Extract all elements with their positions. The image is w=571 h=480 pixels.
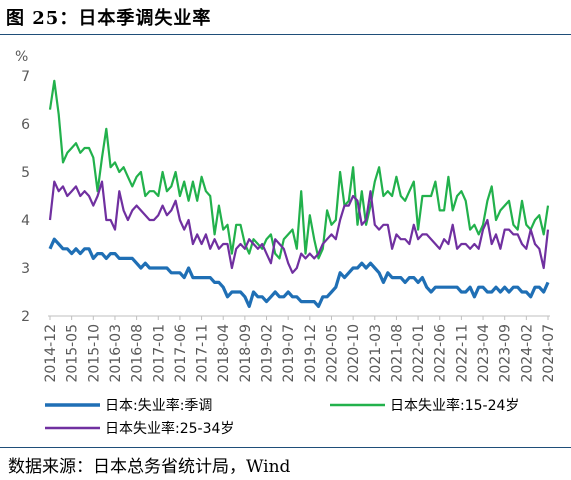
- y-tick-label: 2: [21, 309, 30, 325]
- x-tick-label: 2020-10: [346, 324, 362, 383]
- y-tick-label: 7: [21, 69, 30, 85]
- x-tick-label: 2016-08: [130, 324, 146, 383]
- x-tick-label: 2021-03: [368, 324, 384, 383]
- y-tick-label: 5: [21, 165, 30, 181]
- legend-label-2: 日本失业率:15-24岁: [390, 397, 519, 414]
- x-tick-label: 2019-12: [303, 324, 319, 383]
- series-line-2: [48, 79, 550, 260]
- x-tick-label: 2017-06: [173, 324, 189, 383]
- x-tick-label: 2019-07: [281, 324, 297, 383]
- y-axis-ticks: 2 3 4 5 6 7: [21, 69, 30, 325]
- x-tick-label: 2018-09: [238, 324, 254, 383]
- x-tick-label: 2024-02: [519, 324, 535, 383]
- legend-label-3: 日本失业率:25-34岁: [105, 420, 234, 437]
- x-tick-label: 2022-01: [411, 324, 427, 383]
- x-tick-label: 2014-12: [43, 324, 59, 383]
- x-tick-label: 2023-04: [476, 324, 492, 383]
- series-line-3: [48, 180, 550, 274]
- y-tick-label: 3: [21, 261, 30, 277]
- source-note: 数据来源：日本总务省统计局，Wind: [8, 457, 291, 477]
- series-line-1: [48, 237, 550, 308]
- x-tick-label: 2017-11: [195, 324, 211, 383]
- x-tick-label: 2024-07: [541, 324, 557, 383]
- x-tick-label: 2018-04: [216, 324, 232, 383]
- x-tick-label: 2022-06: [433, 324, 449, 383]
- x-tick-label: 2015-05: [65, 324, 81, 383]
- x-tick-label: 2017-01: [151, 324, 167, 383]
- source-divider: [0, 447, 571, 448]
- y-axis-unit-label: %: [15, 49, 28, 65]
- figure-title: 图 25：日本季调失业率: [6, 8, 212, 29]
- x-tick-label: 2016-03: [108, 324, 124, 383]
- x-tick-label: 2015-10: [86, 324, 102, 383]
- x-tick-label: 2021-08: [389, 324, 405, 383]
- x-axis-ticks: 2014-12 2015-05 2015-10 2016-03 2016-08 2017-…: [43, 316, 557, 383]
- title-divider: [0, 34, 571, 35]
- x-tick-label: 2019-02: [260, 324, 276, 383]
- x-tick-label: 2023-09: [498, 324, 514, 383]
- y-tick-label: 6: [21, 117, 30, 133]
- series-lines: [48, 79, 550, 308]
- x-tick-label: 2020-05: [324, 324, 340, 383]
- legend-label-1: 日本:失业率:季调: [105, 397, 212, 414]
- y-tick-label: 4: [21, 213, 30, 229]
- x-tick-label: 2022-11: [454, 324, 470, 383]
